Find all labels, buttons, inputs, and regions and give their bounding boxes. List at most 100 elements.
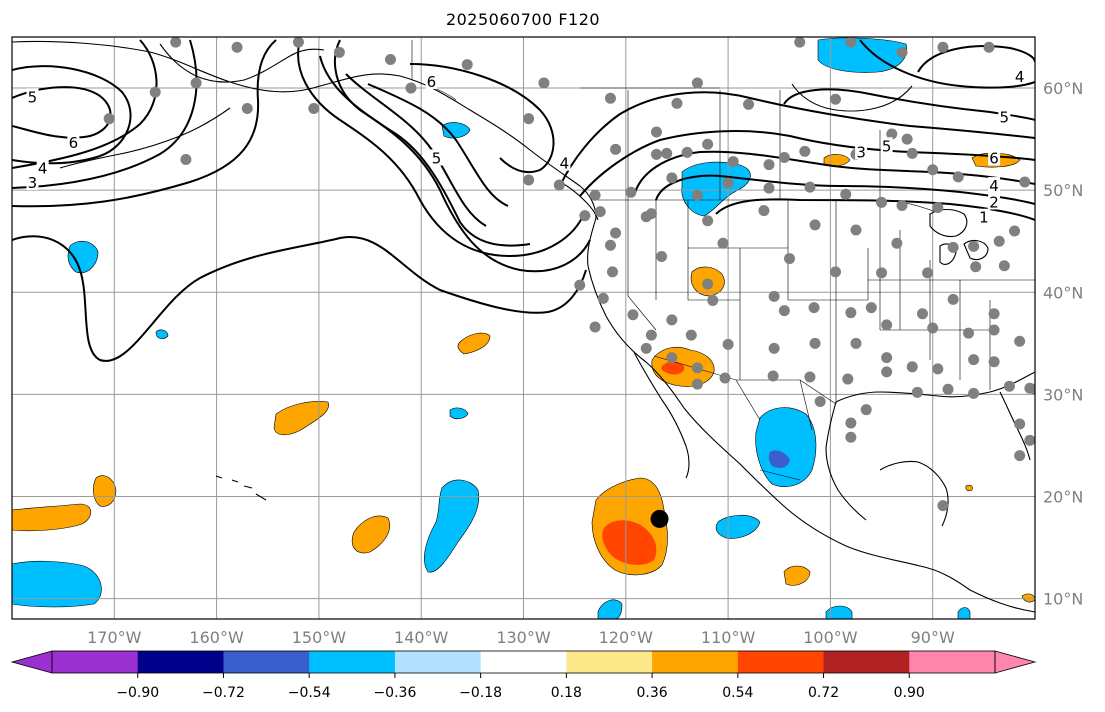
contour-line [633, 150, 1035, 197]
positive-anomaly-patch [457, 332, 491, 355]
station-dot [763, 182, 775, 194]
contour-line [783, 88, 1035, 121]
station-dot [594, 206, 606, 218]
station-dot [778, 305, 790, 317]
station-dot [1009, 225, 1021, 237]
station-dot [794, 37, 806, 48]
station-dot [1014, 450, 1026, 462]
negative-anomaly-patch [155, 329, 169, 339]
negative-anomaly-patch [449, 407, 469, 420]
latitude-tick-label: 20°N [1043, 487, 1083, 506]
negative-anomaly-patch [825, 605, 853, 619]
negative-anomaly-patch [424, 479, 480, 573]
station-dot [768, 290, 780, 302]
station-dot [579, 210, 591, 222]
coastline-layer [12, 40, 1035, 613]
station-dot [842, 373, 854, 385]
station-dot [666, 172, 678, 184]
contour-line [12, 39, 277, 208]
station-dot [589, 189, 601, 201]
station-dot [932, 202, 944, 214]
station-markers [103, 37, 1035, 512]
colorbar-segment [909, 651, 996, 673]
station-dot [1024, 382, 1035, 394]
station-dot [190, 77, 202, 89]
negative-anomaly-patch [755, 407, 817, 487]
figure-title: 2025060700 F120 [445, 10, 601, 29]
strong-positive-anomaly-patch [661, 361, 685, 375]
station-dot [988, 308, 1000, 320]
station-dot [645, 329, 657, 341]
colorbar-tick-label: 0.54 [722, 685, 753, 701]
station-dot [896, 46, 908, 58]
latitude-tick-label: 50°N [1043, 181, 1083, 200]
station-dot [814, 396, 826, 408]
strong-negative-anomaly-patch [768, 450, 790, 468]
contour-label: 5 [432, 150, 442, 168]
station-dot [241, 102, 253, 114]
contour-line [655, 174, 1035, 205]
aleutian-islands [59, 107, 231, 169]
station-dot [881, 352, 893, 364]
station-dot [597, 292, 609, 304]
colorbar-segment [223, 651, 310, 673]
positive-anomaly-patch [12, 503, 92, 532]
station-dot [963, 327, 975, 339]
station-dot [607, 266, 619, 278]
station-dot [685, 329, 697, 341]
station-dot [719, 372, 731, 384]
colorbar-tick-label: −0.90 [116, 685, 159, 701]
station-dot [876, 196, 888, 208]
province-lines [580, 87, 881, 200]
station-dot [993, 235, 1005, 247]
map-frame [11, 36, 1036, 620]
contour-label: 5 [882, 137, 892, 155]
contour-label-background [880, 137, 893, 154]
baja-california [633, 351, 690, 479]
station-dot [666, 352, 678, 364]
contour-label: 3 [856, 143, 866, 161]
station-dot [942, 383, 954, 395]
station-dot [691, 362, 703, 374]
station-dot [1014, 418, 1026, 430]
contour-line [12, 235, 587, 362]
colorbar-tick-label: 0.36 [637, 685, 668, 701]
negative-anomaly-patch [715, 514, 761, 539]
colorbar-tick-label: −0.54 [288, 685, 331, 701]
state-lines-east [868, 200, 1035, 390]
colorbar-frame [51, 650, 996, 674]
station-dot [149, 86, 161, 98]
station-dot [763, 159, 775, 171]
station-dot [625, 186, 637, 198]
station-dot [671, 97, 683, 109]
station-dot [809, 219, 821, 231]
station-dot [707, 294, 719, 306]
contour-line [859, 39, 1035, 89]
contour-label-background [67, 134, 80, 151]
station-dot [968, 354, 980, 366]
contour-label: 5 [1000, 109, 1010, 127]
contour-label-background [26, 88, 39, 105]
station-dot [911, 386, 923, 398]
station-dot [727, 156, 739, 168]
station-dot [180, 154, 192, 166]
station-dot [553, 179, 565, 191]
contour-label-background [558, 154, 571, 171]
station-dot [691, 378, 703, 390]
station-dot [970, 261, 982, 273]
contour-label-background [425, 72, 438, 89]
station-dot [988, 356, 1000, 368]
station-dot [891, 237, 903, 249]
contour-label: 6 [989, 150, 999, 168]
station-dot [538, 77, 550, 89]
gulf-coast [835, 371, 1035, 403]
station-dot [927, 164, 939, 176]
station-dot [610, 143, 622, 155]
colorbar-tick-label: 0.90 [894, 685, 925, 701]
station-dot [850, 337, 862, 349]
station-dot [645, 208, 657, 220]
contour-label: 4 [989, 177, 999, 195]
station-dot [610, 227, 622, 239]
